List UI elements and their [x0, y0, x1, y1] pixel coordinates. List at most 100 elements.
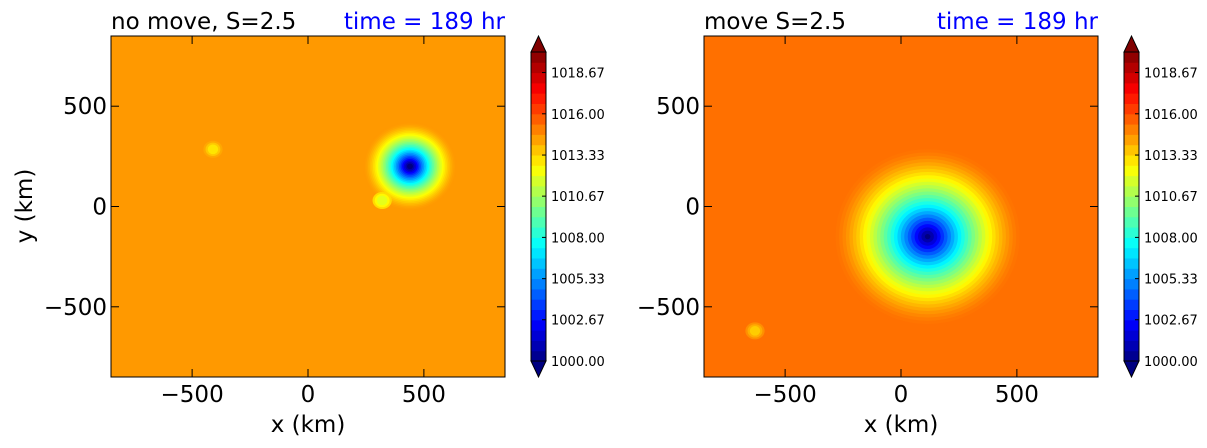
- colorbar-segment-left: [531, 340, 546, 352]
- contour-level-left: [407, 163, 413, 170]
- y-tick-label-right: 0: [685, 195, 700, 221]
- colorbar-segment-left: [531, 93, 546, 104]
- colorbar-tick-label-right: 1002.67: [1144, 314, 1198, 329]
- minor-feature-left: [207, 144, 219, 155]
- colorbar-segment-right: [1124, 206, 1139, 218]
- y-tick-label-right: 500: [656, 94, 700, 120]
- colorbar-segment-right: [1124, 82, 1139, 94]
- x-axis-label-left: x (km): [271, 412, 346, 438]
- colorbar-tick-label-left: 1008.00: [551, 231, 605, 246]
- colorbar-tick-label-right: 1018.67: [1144, 67, 1198, 82]
- colorbar-tick-label-left: 1013.33: [551, 149, 605, 164]
- colorbar-segment-right: [1124, 309, 1139, 321]
- colorbar-segment-right: [1124, 175, 1139, 187]
- colorbar-tick-label-left: 1016.00: [551, 108, 605, 123]
- colorbar-segment-left: [531, 175, 546, 187]
- colorbar-extend-min-right: [1123, 360, 1140, 379]
- heatmap-right: [704, 36, 1098, 377]
- x-axis-label-right: x (km): [864, 412, 939, 438]
- title-right-right-panel: time = 189 hr: [937, 9, 1099, 35]
- colorbar-segment-left: [531, 185, 546, 197]
- colorbar-segment-left: [531, 237, 546, 249]
- contour-rings-right: [745, 145, 1024, 340]
- colorbar-segment-right: [1124, 134, 1139, 146]
- colorbar-segment-left: [531, 258, 546, 269]
- colorbar-tick-label-right: 1016.00: [1144, 108, 1198, 123]
- panel-right: −500 0 500 −500 0 500 move S=2.5 time = 189 …: [637, 9, 1198, 438]
- colorbar-segment-right: [1124, 340, 1139, 352]
- colorbar-segment-left: [531, 330, 546, 341]
- y-tick-label-left: 0: [92, 195, 107, 221]
- colorbar-tick-label-right: 1008.00: [1144, 231, 1198, 246]
- colorbar-tick-label-right: 1013.33: [1144, 149, 1198, 164]
- y-tick-label-left: 500: [63, 94, 107, 120]
- colorbar-segment-right: [1124, 299, 1139, 310]
- colorbar-right: 1000.00 1002.67 1005.33 1008.00 1010.67 1013.…: [1123, 34, 1198, 379]
- y-tick-label-right: −500: [637, 295, 700, 321]
- colorbar-segment-right: [1124, 278, 1139, 290]
- colorbar-tick-label-left: 1005.33: [551, 273, 605, 288]
- title-left-right-panel: move S=2.5: [704, 9, 846, 35]
- colorbar-segment-right: [1124, 216, 1139, 228]
- colorbar-segment-right: [1124, 93, 1139, 104]
- x-axis-ticks-left: −500 0 500: [161, 36, 446, 408]
- x-tick-label-right: 0: [894, 382, 909, 408]
- colorbar-segment-left: [531, 134, 546, 146]
- colorbar-segment-right: [1124, 113, 1139, 125]
- x-tick-label-left: 0: [301, 382, 316, 408]
- title-left: no move, S=2.5: [111, 9, 296, 35]
- colorbar-segment-left: [531, 288, 546, 300]
- panel-left: −500 0 500 −500 0 500 no move, S=2.5 time = …: [12, 9, 605, 438]
- colorbar-frame-left: [530, 51, 547, 362]
- colorbar-left: 1000.00 1002.67 1005.33 1008.00 1010.67 1013.…: [530, 34, 605, 379]
- colorbar-segment-left: [531, 247, 546, 259]
- colorbar-segment-right: [1124, 124, 1139, 135]
- colorbar-segment-left: [531, 309, 546, 321]
- colorbar-segment-left: [531, 165, 546, 177]
- y-axis-ticks-left: −500 0 500: [44, 94, 505, 321]
- minor-feature-right: [749, 326, 761, 336]
- colorbar-segment-right: [1124, 52, 1139, 63]
- title-right-left-panel: time = 189 hr: [344, 9, 506, 35]
- colorbar-segment-right: [1124, 330, 1139, 341]
- y-axis-ticks-right: −500 0 500: [637, 94, 1098, 321]
- colorbar-segment-right: [1124, 247, 1139, 259]
- colorbar-segment-right: [1124, 185, 1139, 197]
- colorbar-segment-left: [531, 206, 546, 218]
- colorbar-tick-label-right: 1005.33: [1144, 273, 1198, 288]
- colorbar-frame-right: [1123, 51, 1140, 362]
- y-tick-label-left: −500: [44, 295, 107, 321]
- colorbar-segment-right: [1124, 227, 1139, 238]
- colorbar-segment-left: [531, 82, 546, 94]
- colorbar-segment-right: [1124, 237, 1139, 249]
- contour-rings-left: [203, 121, 457, 211]
- colorbar-segment-left: [531, 216, 546, 228]
- colorbar-segment-right: [1124, 165, 1139, 177]
- colorbar-segment-left: [531, 62, 546, 74]
- colorbar-segment-right: [1124, 268, 1139, 280]
- colorbar-segment-left: [531, 103, 546, 115]
- colorbar-segment-right: [1124, 144, 1139, 156]
- colorbar-tick-label-right: 1010.67: [1144, 190, 1198, 205]
- colorbar-segment-right: [1124, 319, 1139, 331]
- colorbar-extend-min-left: [530, 360, 547, 379]
- colorbar-tick-label-left: 1002.67: [551, 314, 605, 329]
- y-axis-label-left: y (km): [12, 169, 38, 244]
- x-tick-label-left: −500: [161, 382, 224, 408]
- colorbar-segment-left: [531, 155, 546, 166]
- colorbar-tick-label-left: 1000.00: [551, 355, 605, 370]
- colorbar-segment-left: [531, 196, 546, 207]
- field-background-left: [111, 36, 505, 377]
- colorbar-segment-right: [1124, 288, 1139, 300]
- colorbar-tick-label-left: 1010.67: [551, 190, 605, 205]
- colorbar-segment-right: [1124, 103, 1139, 115]
- colorbar-segment-left: [531, 319, 546, 331]
- colorbar-segment-left: [531, 299, 546, 310]
- heatmap-left: [111, 36, 505, 377]
- x-tick-label-right: 500: [995, 382, 1039, 408]
- colorbar-segment-left: [531, 350, 546, 362]
- colorbar-segment-right: [1124, 155, 1139, 166]
- colorbar-segment-left: [531, 113, 546, 125]
- minor-feature-left: [376, 195, 388, 206]
